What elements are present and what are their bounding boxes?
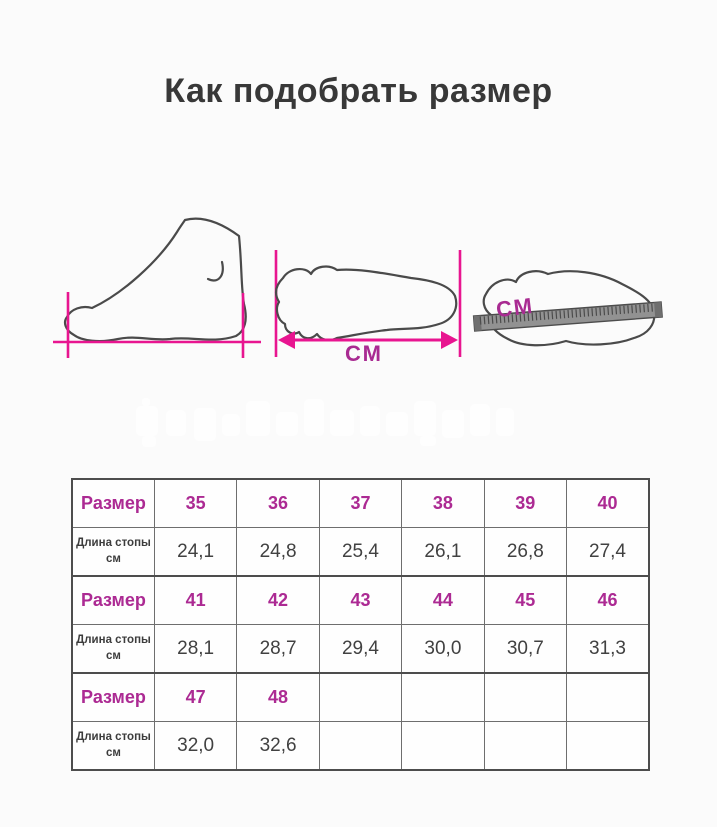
arrowhead-left xyxy=(278,331,295,349)
size-cell: 45 xyxy=(483,575,568,625)
size-cell: 46 xyxy=(566,575,650,625)
length-cell: 31,3 xyxy=(566,624,650,674)
size-cell: 47 xyxy=(153,672,238,722)
length-cell: 30,0 xyxy=(401,624,485,674)
length-cell: 26,8 xyxy=(483,527,568,577)
ruler-end-right xyxy=(654,301,663,318)
size-cell: 44 xyxy=(401,575,485,625)
size-row-header: Размер xyxy=(71,575,155,625)
length-row-header: Длина стопы см xyxy=(71,527,155,577)
length-cell: 29,4 xyxy=(318,624,403,674)
length-label-line2: см xyxy=(106,552,121,565)
length-label-line1: Длина стопы xyxy=(76,730,151,743)
size-cell: 43 xyxy=(318,575,403,625)
foot-side-outline xyxy=(63,217,247,343)
ruler xyxy=(472,301,663,332)
footprint-outline xyxy=(274,265,458,342)
size-cell xyxy=(318,672,403,722)
foot-top-view-illustration: СМ xyxy=(274,250,462,366)
ruler-end-left xyxy=(473,315,482,332)
length-cell xyxy=(483,721,568,771)
arrowhead-right xyxy=(441,331,458,349)
cm-label-top-view: СМ xyxy=(345,341,383,366)
length-cell xyxy=(401,721,485,771)
size-cell: 39 xyxy=(483,478,568,528)
length-label-line1: Длина стопы xyxy=(76,633,151,646)
length-cell: 24,8 xyxy=(236,527,320,577)
length-cell: 30,7 xyxy=(483,624,568,674)
size-cell: 36 xyxy=(236,478,320,528)
length-cell: 27,4 xyxy=(566,527,650,577)
size-table: Размер 35 36 37 38 39 40 Длина стопы см … xyxy=(71,478,650,771)
length-row: Длина стопы см 24,1 24,8 25,4 26,1 26,8 … xyxy=(71,527,650,577)
watermark xyxy=(136,398,514,447)
length-label-line2: см xyxy=(106,746,121,759)
length-cell: 24,1 xyxy=(153,527,238,577)
length-row-header: Длина стопы см xyxy=(71,624,155,674)
length-cell xyxy=(318,721,403,771)
size-cell: 40 xyxy=(566,478,650,528)
size-cell: 35 xyxy=(153,478,238,528)
length-cell xyxy=(566,721,650,771)
length-cell: 32,6 xyxy=(236,721,320,771)
size-row: Размер 35 36 37 38 39 40 xyxy=(71,478,650,528)
size-row: Размер 41 42 43 44 45 46 xyxy=(71,575,650,625)
length-row: Длина стопы см 28,1 28,7 29,4 30,0 30,7 … xyxy=(71,624,650,674)
length-label-line1: Длина стопы xyxy=(76,536,151,549)
size-cell: 37 xyxy=(318,478,403,528)
length-row-header: Длина стопы см xyxy=(71,721,155,771)
ankle-curve-mark xyxy=(206,260,224,282)
size-cell: 38 xyxy=(401,478,485,528)
size-cell: 41 xyxy=(153,575,238,625)
page-title: Как подобрать размер xyxy=(164,72,553,110)
size-row: Размер 47 48 xyxy=(71,672,650,722)
size-row-header: Размер xyxy=(71,478,155,528)
size-row-header: Размер xyxy=(71,672,155,722)
foot-side-view-illustration xyxy=(53,217,261,358)
size-cell: 42 xyxy=(236,575,320,625)
foot-ruler-illustration: СМ xyxy=(472,270,663,347)
size-cell xyxy=(401,672,485,722)
size-cell: 48 xyxy=(236,672,320,722)
length-row: Длина стопы см 32,0 32,6 xyxy=(71,721,650,771)
cm-label-ruler: СМ xyxy=(495,293,536,322)
length-cell: 28,7 xyxy=(236,624,320,674)
size-cell xyxy=(566,672,650,722)
length-cell: 26,1 xyxy=(401,527,485,577)
length-cell: 32,0 xyxy=(153,721,238,771)
length-cell: 28,1 xyxy=(153,624,238,674)
size-cell xyxy=(483,672,568,722)
length-cell: 25,4 xyxy=(318,527,403,577)
length-label-line2: см xyxy=(106,649,121,662)
